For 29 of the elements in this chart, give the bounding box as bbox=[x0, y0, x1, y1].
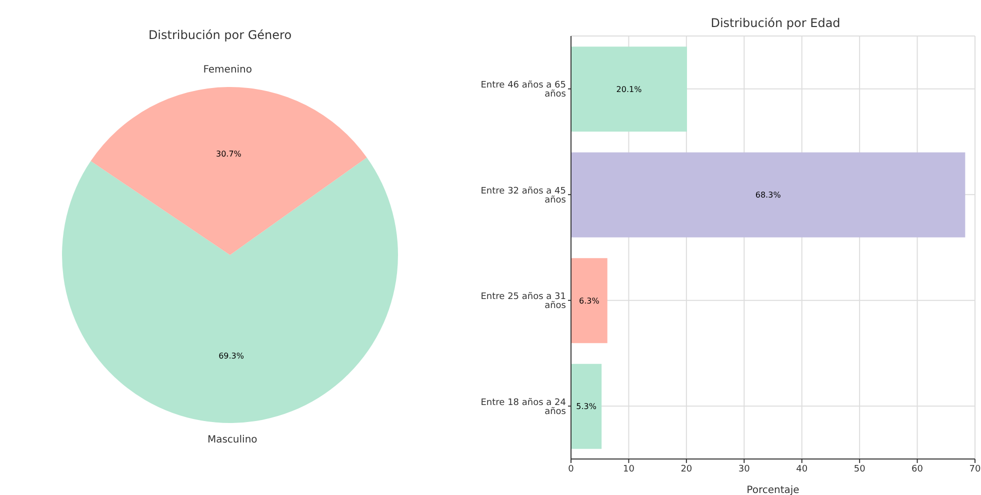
x-tick-label: 20 bbox=[680, 464, 692, 474]
pie-slice bbox=[62, 157, 398, 423]
x-tick-label: 10 bbox=[622, 464, 635, 474]
y-tick-label: Entre 18 años a 24 años bbox=[480, 398, 566, 417]
data-label: 20.1% bbox=[616, 84, 642, 94]
data-label: 5.3% bbox=[576, 402, 597, 412]
data-label: 30.7% bbox=[216, 150, 242, 159]
x-tick-label: 40 bbox=[796, 464, 808, 474]
y-tick-label: Entre 32 años a 45 años bbox=[480, 186, 566, 206]
slice-label: Femenino bbox=[203, 64, 252, 76]
chart-title: Distribución por Género bbox=[147, 28, 293, 42]
x-tick-label: 70 bbox=[969, 464, 981, 474]
data-label: 69.3% bbox=[218, 351, 244, 360]
y-tick-label: Entre 25 años a 31 años bbox=[480, 292, 566, 312]
bar bbox=[571, 258, 608, 344]
chart-title: Distribución por Edad bbox=[710, 16, 842, 30]
bar bbox=[571, 152, 966, 238]
x-tick-label: 0 bbox=[568, 464, 574, 474]
x-tick-label: 50 bbox=[854, 464, 866, 474]
data-label: 68.3% bbox=[755, 190, 782, 200]
slice-label: Masculino bbox=[207, 434, 258, 446]
pie-slice bbox=[90, 87, 367, 255]
bar bbox=[571, 46, 688, 132]
data-label: 6.3% bbox=[579, 296, 600, 306]
x-tick-label: 60 bbox=[912, 464, 924, 474]
y-tick-label: Entre 46 años a 65 años bbox=[480, 80, 566, 100]
bar bbox=[571, 364, 602, 449]
x-axis-title: Porcentaje bbox=[746, 485, 800, 495]
x-tick-label: 30 bbox=[738, 464, 750, 474]
